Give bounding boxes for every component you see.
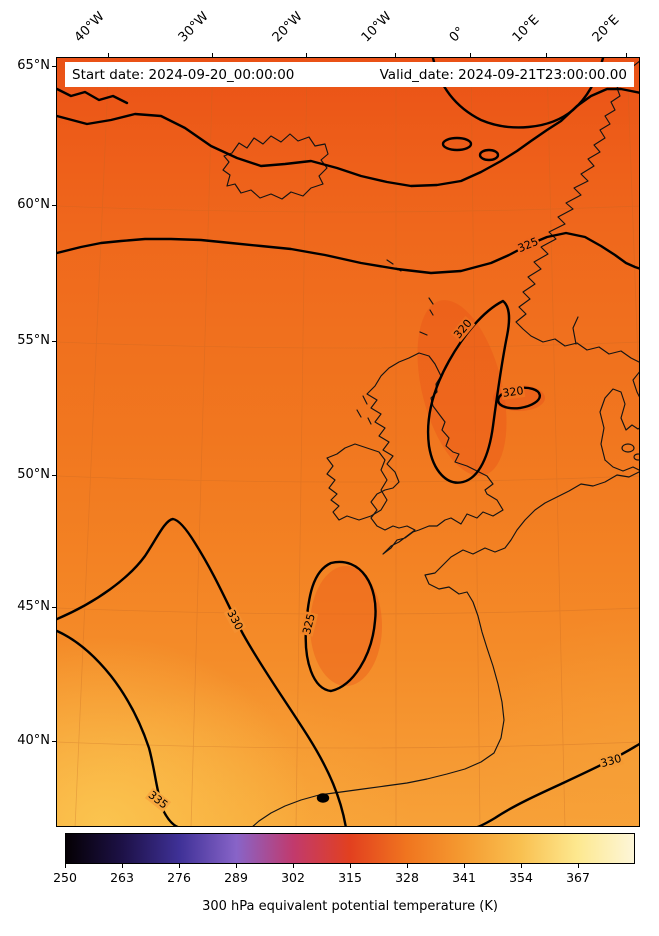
y-tick-label: 50°N	[17, 467, 50, 482]
x-tick-label: 20°W	[269, 9, 306, 46]
contour-blob	[478, 148, 500, 162]
contour-325-main	[57, 231, 639, 275]
colorbar-tick-label: 302	[281, 870, 305, 885]
coastline-danish-isle	[621, 443, 635, 453]
colorbar-tick	[578, 864, 579, 868]
coastline-hebrides	[356, 395, 372, 425]
colorbar-tick	[236, 864, 237, 868]
coastline-shetland	[428, 297, 434, 316]
colorbar-tick-label: 367	[566, 870, 590, 885]
colorbar-tick	[65, 864, 66, 868]
contour-330-main	[57, 517, 347, 826]
colorbar-tick	[293, 864, 294, 868]
x-tick-label: 20°E	[589, 12, 623, 46]
coastline-ireland	[326, 443, 388, 521]
cool-pockets	[310, 300, 545, 686]
x-tick	[470, 53, 471, 57]
y-tick-label: 40°N	[17, 733, 50, 748]
x-tick-label: 40°W	[71, 9, 108, 46]
y-tick-label: 45°N	[17, 599, 50, 614]
y-tick-label: 60°N	[17, 197, 50, 212]
coastline-sweden	[632, 371, 639, 398]
colorbar-tick	[122, 864, 123, 868]
coastline-denmark-south	[604, 459, 639, 472]
colorbar-title: 300 hPa equivalent potential temperature…	[202, 899, 498, 914]
coastline-iceland	[222, 133, 329, 200]
y-tick-label: 65°N	[17, 58, 50, 73]
x-tick	[395, 53, 396, 57]
contour-topright	[431, 58, 605, 129]
colorbar-tick	[350, 864, 351, 868]
x-tick	[626, 53, 627, 57]
colorbar-tick-label: 289	[224, 870, 248, 885]
coastline-danish-isle	[633, 453, 639, 461]
colorbar-tick-label: 276	[167, 870, 191, 885]
date-header: Start date: 2024-09-20_00:00:00 Valid_da…	[65, 62, 634, 87]
colorbar-tick-label: 315	[338, 870, 362, 885]
y-tick	[52, 205, 56, 206]
coastline-oslofjord	[572, 316, 579, 345]
coastline-great-britain	[366, 352, 504, 555]
colorbar-tick-label: 354	[509, 870, 533, 885]
colorbar-gradient	[65, 833, 635, 864]
colorbar-tick	[407, 864, 408, 868]
map-canvas	[57, 58, 639, 826]
coastline-continent	[252, 471, 639, 826]
contour-320-north	[57, 87, 639, 188]
x-tick	[306, 53, 307, 57]
contour-320-tongue	[427, 299, 511, 484]
colorbar-tick-label: 341	[452, 870, 476, 885]
colorbar-tick-label: 250	[53, 870, 77, 885]
coastline-denmark	[599, 388, 639, 461]
graticule	[57, 58, 639, 826]
y-tick	[52, 607, 56, 608]
start-date-text: Start date: 2024-09-20_00:00:00	[72, 66, 295, 83]
x-tick	[546, 53, 547, 57]
colorbar-tick	[179, 864, 180, 868]
y-tick	[52, 341, 56, 342]
contour-topleft	[57, 87, 129, 105]
colorbar-tick-label: 263	[110, 870, 134, 885]
x-tick-label: 10°E	[509, 12, 543, 46]
colorbar-tick	[464, 864, 465, 868]
y-tick	[52, 66, 56, 67]
x-tick-label: 30°W	[175, 9, 212, 46]
contour-325-loop	[304, 560, 377, 693]
colorbar-tick	[521, 864, 522, 868]
contour-335	[57, 629, 179, 826]
map-panel: 325 320 320 325 330 335 330 Start date: …	[56, 57, 640, 827]
x-tick-label: 0°	[446, 24, 468, 46]
y-tick-label: 55°N	[17, 333, 50, 348]
contour-blob	[441, 136, 473, 152]
y-tick	[52, 741, 56, 742]
coastlines	[222, 60, 639, 826]
y-tick	[52, 475, 56, 476]
colorbar-tick-label: 328	[395, 870, 419, 885]
x-tick	[212, 53, 213, 57]
x-tick-label: 10°W	[358, 9, 395, 46]
coastline-orkney	[419, 331, 428, 336]
valid-date-text: Valid_date: 2024-09-21T23:00:00.00	[379, 66, 627, 83]
contour-dot	[316, 793, 330, 803]
x-tick	[108, 53, 109, 57]
contour-lines	[57, 58, 639, 826]
